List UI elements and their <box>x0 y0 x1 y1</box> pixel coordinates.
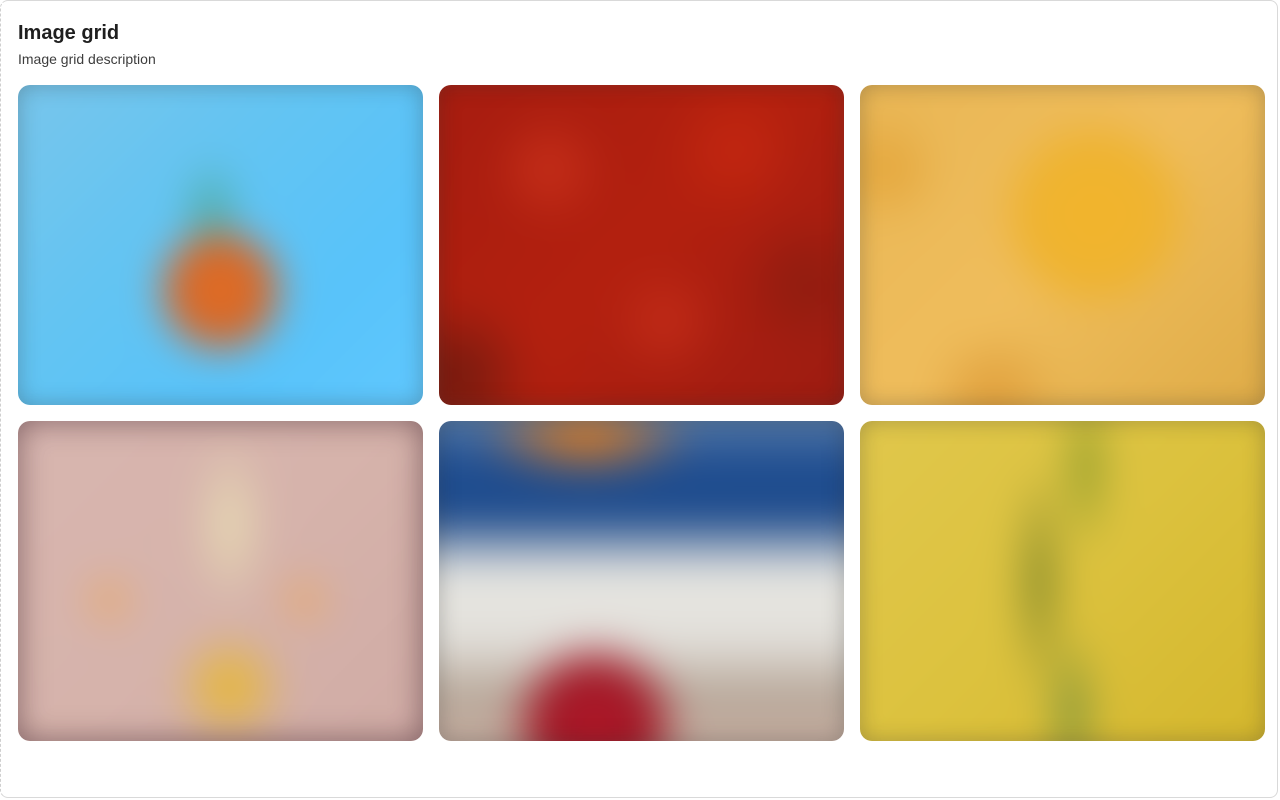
image-striped-scene <box>439 421 844 741</box>
image-golden-yellow <box>860 85 1265 405</box>
image-orange-on-blue <box>18 85 423 405</box>
image-tile-6[interactable] <box>860 421 1265 741</box>
image-grid <box>18 85 1265 741</box>
image-tile-2[interactable] <box>439 85 844 405</box>
image-tile-1[interactable] <box>18 85 423 405</box>
image-pink-bananas <box>18 421 423 741</box>
image-tile-3[interactable] <box>860 85 1265 405</box>
section-header: Image grid Image grid description <box>18 19 156 68</box>
image-tile-4[interactable] <box>18 421 423 741</box>
image-yellow-green <box>860 421 1265 741</box>
section-title: Image grid <box>18 22 120 44</box>
image-red-texture <box>439 85 844 405</box>
image-tile-5[interactable] <box>439 421 844 741</box>
section-description: Image grid description <box>18 51 156 67</box>
